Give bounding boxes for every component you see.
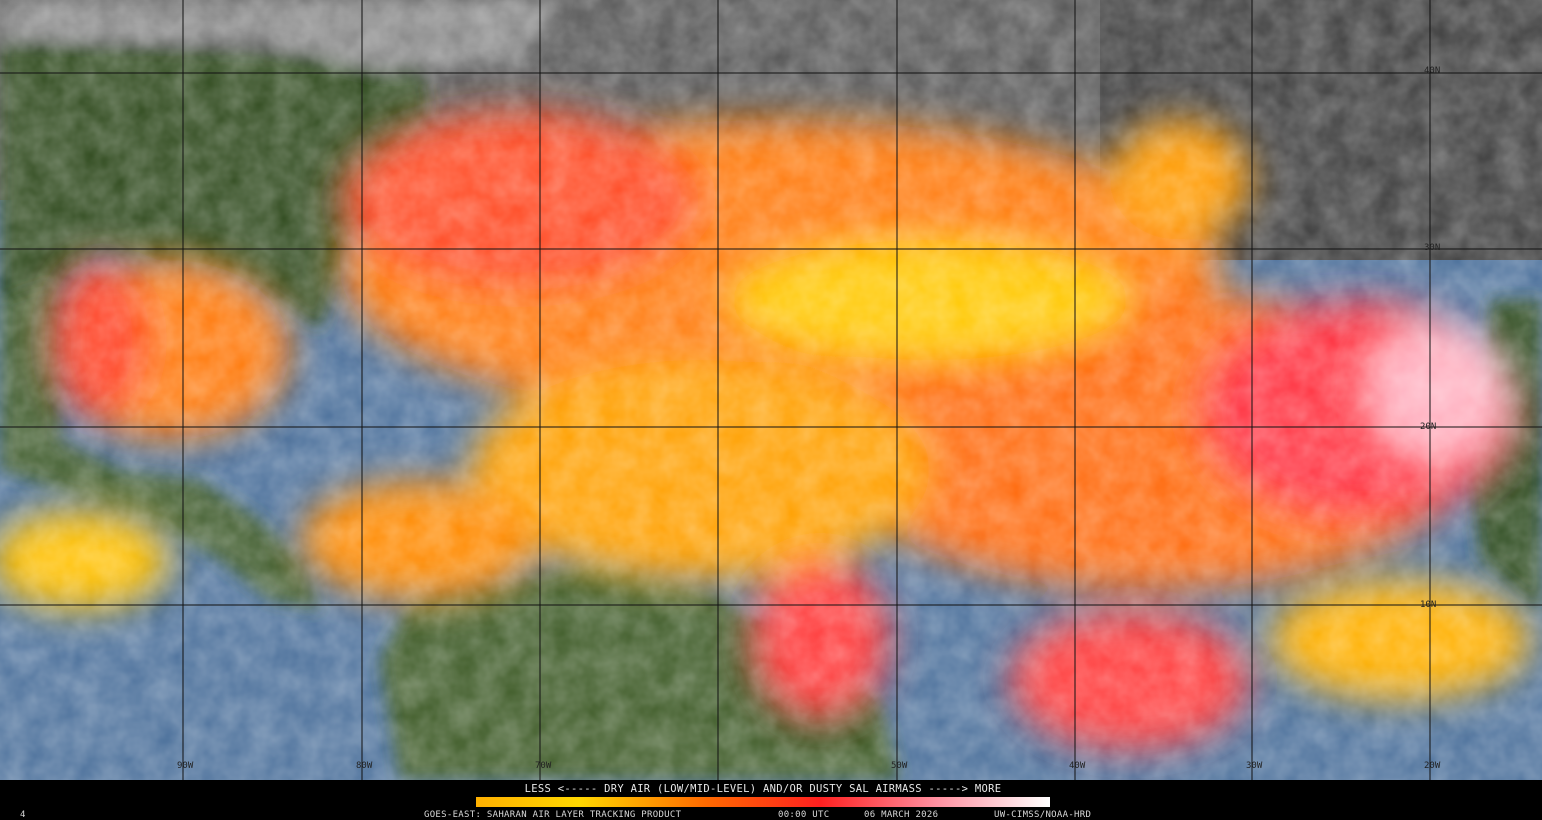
legend-bar: LESS <----- DRY AIR (LOW/MID-LEVEL) AND/… bbox=[0, 780, 1542, 820]
lon-label: 90W bbox=[177, 761, 194, 771]
lat-label: 20N bbox=[1420, 422, 1436, 432]
longitude-labels: 90W 80W 70W 50W 40W 30W 20W bbox=[177, 761, 1441, 771]
time: 00:00 UTC bbox=[778, 810, 829, 820]
lat-label: 40N bbox=[1424, 66, 1440, 76]
satellite-image bbox=[0, 0, 1542, 780]
color-scale bbox=[476, 797, 1050, 807]
lon-label: 20W bbox=[1424, 761, 1441, 771]
credit: UW-CIMSS/NOAA-HRD bbox=[994, 810, 1091, 820]
date: 06 MARCH 2026 bbox=[864, 810, 938, 820]
lat-label: 30N bbox=[1424, 243, 1440, 253]
lat-label: 10N bbox=[1420, 600, 1436, 610]
lon-label: 40W bbox=[1069, 761, 1086, 771]
product-name: GOES-EAST: SAHARAN AIR LAYER TRACKING PR… bbox=[424, 810, 682, 820]
lon-label: 70W bbox=[535, 761, 552, 771]
lon-label: 50W bbox=[891, 761, 908, 771]
lon-label: 30W bbox=[1246, 761, 1263, 771]
graticule bbox=[0, 0, 1542, 780]
frame-number: 4 bbox=[20, 810, 26, 820]
legend-caption: LESS <----- DRY AIR (LOW/MID-LEVEL) AND/… bbox=[525, 783, 1002, 795]
latitude-labels: 40N 30N 20N 10N bbox=[1420, 66, 1440, 610]
lon-label: 80W bbox=[356, 761, 373, 771]
